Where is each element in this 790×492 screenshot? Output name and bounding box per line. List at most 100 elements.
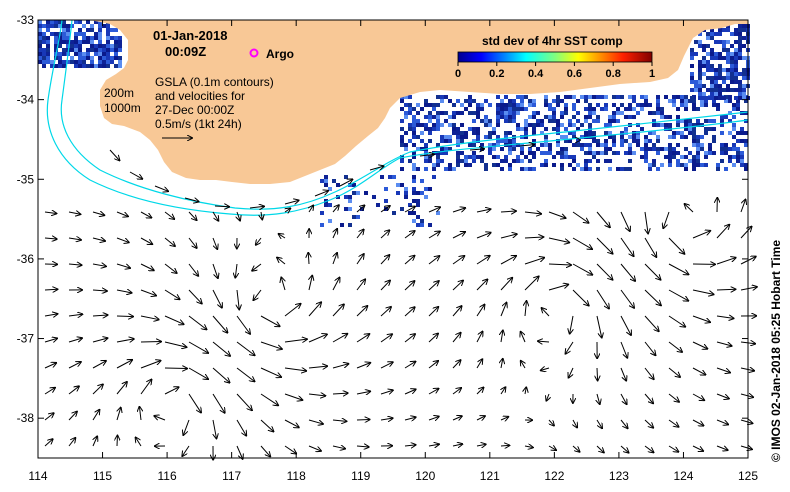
sst-pixel — [436, 123, 440, 127]
velocity-arrow — [356, 205, 364, 213]
sst-pixel — [508, 115, 512, 119]
sst-pixel — [604, 151, 608, 155]
sst-pixel — [508, 167, 512, 171]
velocity-arrow — [68, 362, 81, 369]
sst-pixel — [734, 68, 738, 72]
velocity-arrow — [500, 256, 516, 265]
velocity-arrow — [452, 306, 462, 317]
velocity-arrow — [237, 211, 240, 220]
sst-pixel — [456, 99, 460, 103]
sst-pixel — [692, 135, 696, 139]
sst-pixel — [528, 115, 532, 119]
velocity-arrow — [356, 254, 364, 265]
velocity-arrow — [236, 393, 252, 410]
sst-pixel — [532, 167, 536, 171]
velocity-arrow — [68, 386, 79, 395]
sst-pixel — [492, 127, 496, 131]
sst-pixel — [408, 139, 412, 143]
sst-pixel — [718, 52, 722, 56]
velocity-arrow — [212, 419, 216, 438]
sst-pixel — [98, 52, 102, 56]
sst-pixel — [416, 119, 420, 123]
sst-pixel — [734, 52, 738, 56]
sst-pixel — [496, 103, 500, 107]
velocity-arrow — [44, 388, 55, 395]
sst-pixel — [736, 155, 740, 159]
sst-pixel — [568, 95, 572, 99]
sst-pixel — [404, 191, 408, 195]
sst-pixel — [628, 159, 632, 163]
sst-pixel — [712, 139, 716, 143]
sst-pixel — [540, 163, 544, 167]
sst-pixel — [424, 99, 428, 103]
sst-pixel — [404, 111, 408, 115]
velocity-arrow — [740, 446, 752, 449]
velocity-arrow — [644, 341, 655, 355]
sst-pixel — [110, 36, 114, 40]
sst-pixel — [734, 56, 738, 60]
sst-pixel — [106, 32, 110, 36]
sst-pixel — [114, 28, 118, 32]
sst-pixel — [676, 143, 680, 147]
sst-pixel — [66, 36, 70, 40]
velocity-arrow — [356, 334, 369, 343]
velocity-arrow — [521, 361, 525, 369]
velocity-arrow — [44, 314, 57, 316]
sst-pixel — [86, 48, 90, 52]
sst-pixel — [456, 111, 460, 115]
sst-pixel — [42, 24, 46, 28]
sst-pixel — [664, 147, 668, 151]
sst-pixel — [604, 147, 608, 151]
velocity-arrow — [620, 393, 627, 404]
sst-pixel — [400, 135, 404, 139]
sst-pixel — [656, 123, 660, 127]
sst-pixel — [616, 167, 620, 171]
sst-pixel — [738, 32, 742, 36]
sst-pixel — [66, 40, 70, 44]
sst-pixel — [404, 103, 408, 107]
sst-pixel — [616, 151, 620, 155]
sst-pixel — [588, 115, 592, 119]
velocity-arrow — [572, 289, 589, 305]
sst-pixel — [722, 88, 726, 92]
sst-pixel — [698, 40, 702, 44]
sst-pixel — [556, 99, 560, 103]
velocity-arrow — [716, 341, 732, 346]
sst-pixel — [698, 88, 702, 92]
sst-pixel — [588, 147, 592, 151]
velocity-arrow — [569, 367, 574, 378]
sst-pixel — [724, 115, 728, 119]
sst-pixel — [448, 135, 452, 139]
sst-pixel — [636, 103, 640, 107]
sst-pixel — [500, 167, 504, 171]
velocity-arrow — [252, 263, 262, 271]
velocity-arrow — [419, 154, 434, 156]
sst-pixel — [726, 68, 730, 72]
sst-pixel — [698, 64, 702, 68]
velocity-arrow — [308, 419, 323, 424]
sst-pixel — [744, 167, 748, 171]
sst-pixel — [714, 92, 718, 96]
sst-pixel — [652, 123, 656, 127]
sst-pixel — [664, 123, 668, 127]
velocity-arrow — [404, 389, 416, 395]
sst-pixel — [62, 24, 66, 28]
sst-pixel — [730, 88, 734, 92]
sst-pixel — [78, 60, 82, 64]
sst-pixel — [508, 103, 512, 107]
sst-pixel — [476, 107, 480, 111]
sst-pixel — [420, 131, 424, 135]
velocity-arrow — [740, 227, 752, 239]
sst-pixel — [460, 151, 464, 155]
sst-pixel — [612, 135, 616, 139]
sst-pixel — [472, 155, 476, 159]
sst-pixel — [468, 95, 472, 99]
sst-pixel — [664, 95, 668, 99]
sst-pixel — [572, 95, 576, 99]
sst-pixel — [436, 103, 440, 107]
sst-pixel — [512, 119, 516, 123]
sst-pixel — [504, 155, 508, 159]
sst-pixel — [584, 131, 588, 135]
sst-pixel — [564, 155, 568, 159]
sst-pixel — [94, 64, 98, 68]
